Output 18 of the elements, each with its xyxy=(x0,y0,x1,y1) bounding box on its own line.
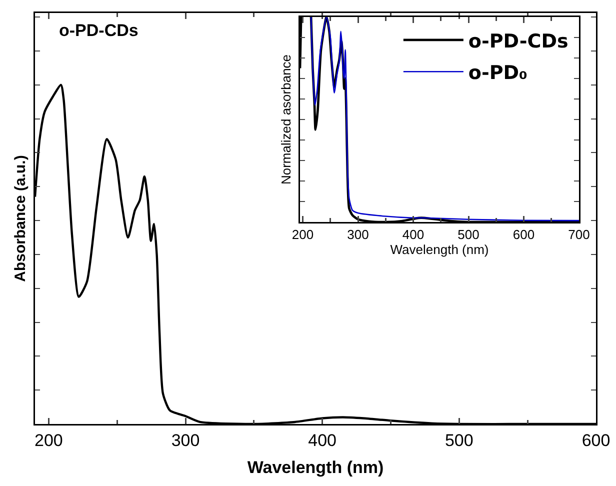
legend-label: o-PD₀ xyxy=(468,62,528,84)
x-tick-label: 300 xyxy=(347,227,369,242)
x-tick-label: 500 xyxy=(458,227,480,242)
x-tick-label: 200 xyxy=(34,430,63,450)
x-axis-title: Wavelength (nm) xyxy=(390,242,489,258)
x-tick-label: 500 xyxy=(444,430,474,450)
x-tick-label: 600 xyxy=(582,430,610,450)
x-tick-label: 300 xyxy=(171,430,200,450)
x-tick-label: 400 xyxy=(308,430,337,450)
y-axis-title: Normalized asorbance xyxy=(278,54,294,185)
text: o-PD-CDs xyxy=(59,21,138,40)
legend-label: o-PD-CDs xyxy=(468,30,568,52)
x-tick-label: 400 xyxy=(402,227,424,242)
x-axis-title: Wavelength (nm) xyxy=(247,458,384,478)
y-axis-title: Absorbance (a.u.) xyxy=(12,155,29,282)
x-tick-label: 200 xyxy=(292,227,314,242)
x-tick-label: 700 xyxy=(568,227,590,242)
x-tick-label: 600 xyxy=(512,227,535,242)
